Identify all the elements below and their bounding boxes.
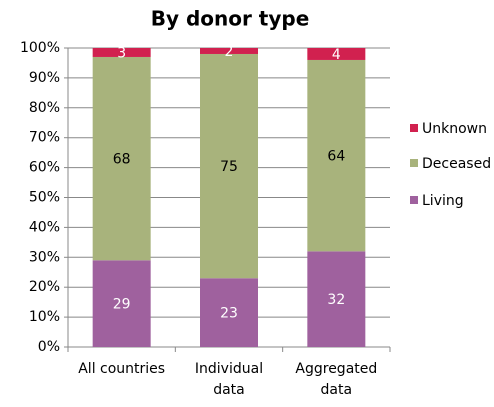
bar-segment bbox=[92, 260, 151, 347]
y-tick-label: 0% bbox=[38, 339, 60, 355]
bar-segment bbox=[307, 251, 366, 347]
bar-segment bbox=[307, 48, 366, 60]
legend-label: Unknown bbox=[422, 121, 487, 137]
bar-segment bbox=[200, 53, 258, 279]
y-tick-label: 20% bbox=[29, 279, 60, 295]
bar-segment bbox=[200, 278, 258, 347]
bar-segment bbox=[200, 48, 258, 54]
bar-segment bbox=[92, 48, 151, 57]
data-label: 4 bbox=[332, 47, 341, 63]
y-tick-label: 50% bbox=[29, 190, 60, 206]
y-tick-label: 70% bbox=[29, 130, 60, 146]
legend-swatch bbox=[410, 196, 418, 204]
legend-label: Living bbox=[422, 193, 464, 209]
y-tick-label: 90% bbox=[29, 70, 60, 86]
data-label: 64 bbox=[327, 149, 345, 165]
y-tick-label: 100% bbox=[20, 40, 60, 56]
legend-label: Deceased bbox=[422, 156, 491, 172]
data-label: 32 bbox=[327, 292, 345, 308]
data-label: 29 bbox=[113, 297, 131, 313]
x-tick-label: Aggregated data bbox=[295, 361, 377, 398]
legend-swatch bbox=[410, 159, 418, 167]
y-tick-label: 60% bbox=[29, 160, 60, 176]
x-tick-label: Individual data bbox=[195, 361, 263, 398]
bar-segment bbox=[307, 59, 366, 252]
y-tick-label: 40% bbox=[29, 219, 60, 235]
y-tick-label: 30% bbox=[29, 249, 60, 265]
chart-title: By donor type bbox=[151, 7, 310, 31]
x-tick-label: All countries bbox=[78, 361, 165, 377]
legend-swatch bbox=[410, 124, 418, 132]
bar-segment bbox=[92, 56, 151, 261]
data-label: 68 bbox=[113, 152, 131, 168]
data-label: 75 bbox=[220, 159, 238, 175]
data-label: 23 bbox=[220, 306, 238, 322]
data-label: 3 bbox=[117, 45, 126, 61]
y-tick-label: 10% bbox=[29, 309, 60, 325]
y-tick-label: 80% bbox=[29, 100, 60, 116]
data-label: 2 bbox=[225, 44, 234, 60]
